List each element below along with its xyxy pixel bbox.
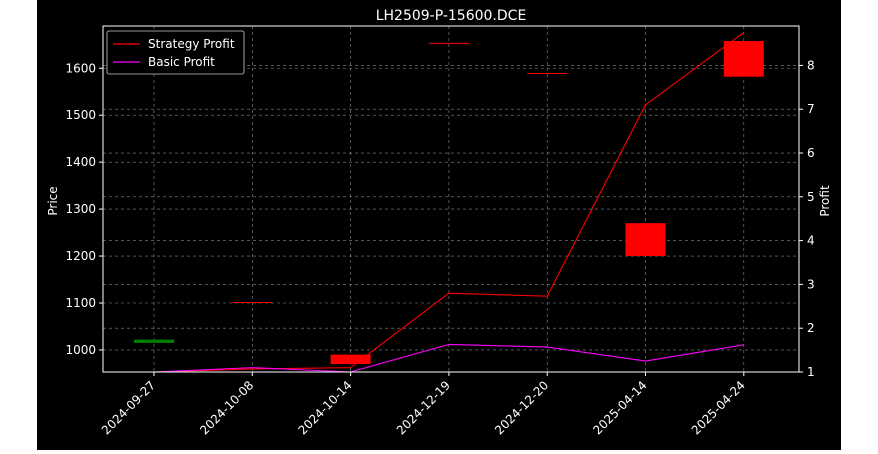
candle-body: [723, 41, 764, 77]
grid: [103, 26, 799, 373]
y2-tick-label: 8: [807, 58, 815, 72]
x-tick-label: 2024-10-14: [296, 378, 355, 437]
profit-lines: [153, 32, 745, 373]
candle-body: [428, 42, 469, 44]
x-tick-label: 2025-04-14: [590, 378, 649, 437]
x-tick-label: 2024-09-27: [99, 378, 158, 437]
x-tick-label: 2025-04-24: [689, 378, 748, 437]
y-tick-label: 1100: [65, 296, 96, 310]
x-tick-label: 2024-10-08: [197, 378, 256, 437]
series-line-1: [153, 343, 744, 373]
candle-body: [330, 354, 371, 365]
y2-axis-label: Profit: [818, 185, 832, 217]
y-tick-label: 1200: [65, 249, 96, 263]
y-tick-label: 1600: [65, 61, 96, 75]
candle-body: [134, 339, 174, 343]
candle-body: [625, 223, 666, 257]
y2-tick-label: 5: [807, 190, 815, 204]
chart-figure: LH2509-P-15600.DCE 1000 1100 1200 1300 1400 1…: [37, 0, 841, 450]
x-tick-label: 2024-12-19: [394, 378, 453, 437]
y-axis-right: 1 2 3 4 5 6 7 8: [799, 58, 815, 379]
y2-tick-label: 6: [807, 146, 815, 160]
legend-box: [106, 30, 245, 75]
y-axis-label: Price: [46, 186, 60, 215]
y-tick-label: 1500: [65, 108, 96, 122]
candle-body: [232, 302, 273, 304]
y2-tick-label: 7: [807, 102, 815, 116]
candles: [134, 41, 764, 365]
y2-tick-label: 3: [807, 277, 815, 291]
x-tick-label: 2024-12-20: [492, 378, 551, 437]
y-tick-label: 1300: [65, 202, 96, 216]
x-axis: 2024-09-27 2024-10-08 2024-10-14 2024-12-19…: [99, 372, 748, 437]
legend-label-basic: Basic Profit: [148, 55, 215, 69]
y-axis-left: 1000 1100 1200 1300 1400 1500 1600: [65, 61, 103, 357]
chart-title: LH2509-P-15600.DCE: [376, 8, 527, 24]
plot-frame: [102, 25, 800, 373]
candle-body: [527, 72, 568, 74]
y2-tick-label: 4: [807, 234, 815, 248]
series-line-0: [153, 32, 745, 373]
legend: Strategy Profit Basic Profit: [106, 30, 245, 75]
y-tick-label: 1400: [65, 155, 96, 169]
y2-tick-label: 2: [807, 321, 815, 335]
chart-svg: LH2509-P-15600.DCE 100011001200130014001…: [46, 8, 832, 437]
legend-label-strategy: Strategy Profit: [148, 37, 235, 51]
y2-tick-label: 1: [807, 365, 815, 379]
y-tick-label: 1000: [65, 343, 96, 357]
